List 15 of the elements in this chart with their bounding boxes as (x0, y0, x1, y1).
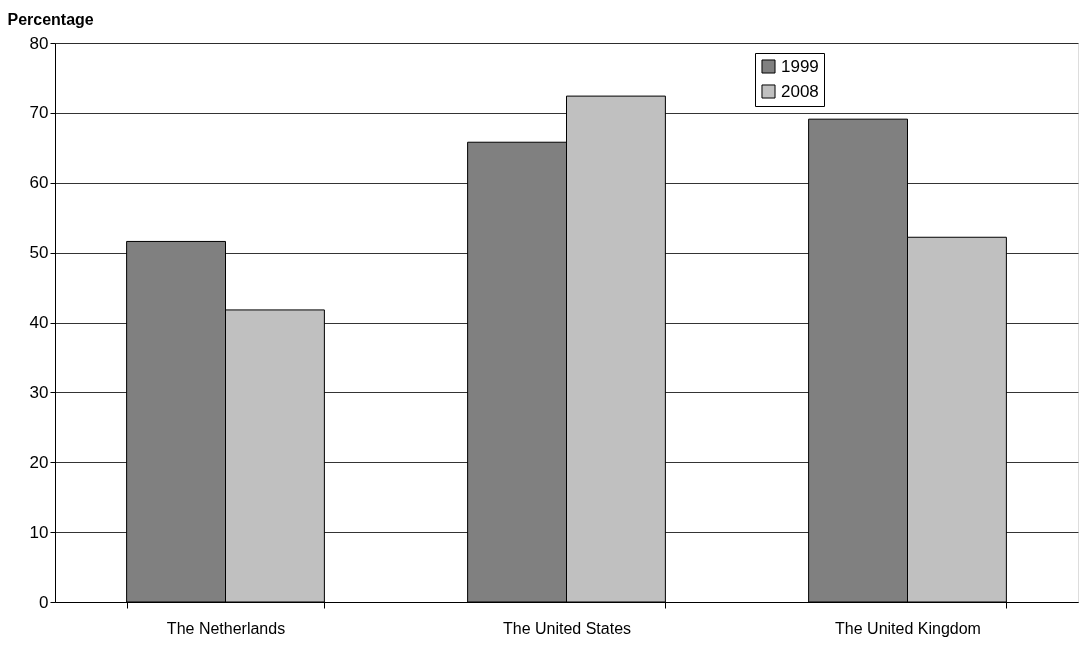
legend-label: 2008 (781, 81, 819, 101)
y-tick-label: 30 (29, 382, 49, 402)
y-tick-label: 40 (29, 313, 49, 332)
y-tick-label: 80 (29, 33, 49, 53)
y-tick-label: 50 (29, 243, 49, 263)
x-tick-label: The United States (502, 619, 632, 637)
y-tick-label: 70 (29, 103, 49, 123)
x-tick-label: The United Kingdom (835, 619, 981, 637)
y-tick-label: 10 (29, 522, 49, 542)
y-tick-label: 60 (29, 173, 49, 193)
y-tick-label: 0 (39, 592, 49, 612)
y-axis-title: Percentage (7, 10, 94, 28)
legend-label: 1999 (781, 56, 819, 76)
x-tick-label: The Netherlands (166, 619, 286, 637)
y-tick-label: 20 (29, 452, 49, 472)
